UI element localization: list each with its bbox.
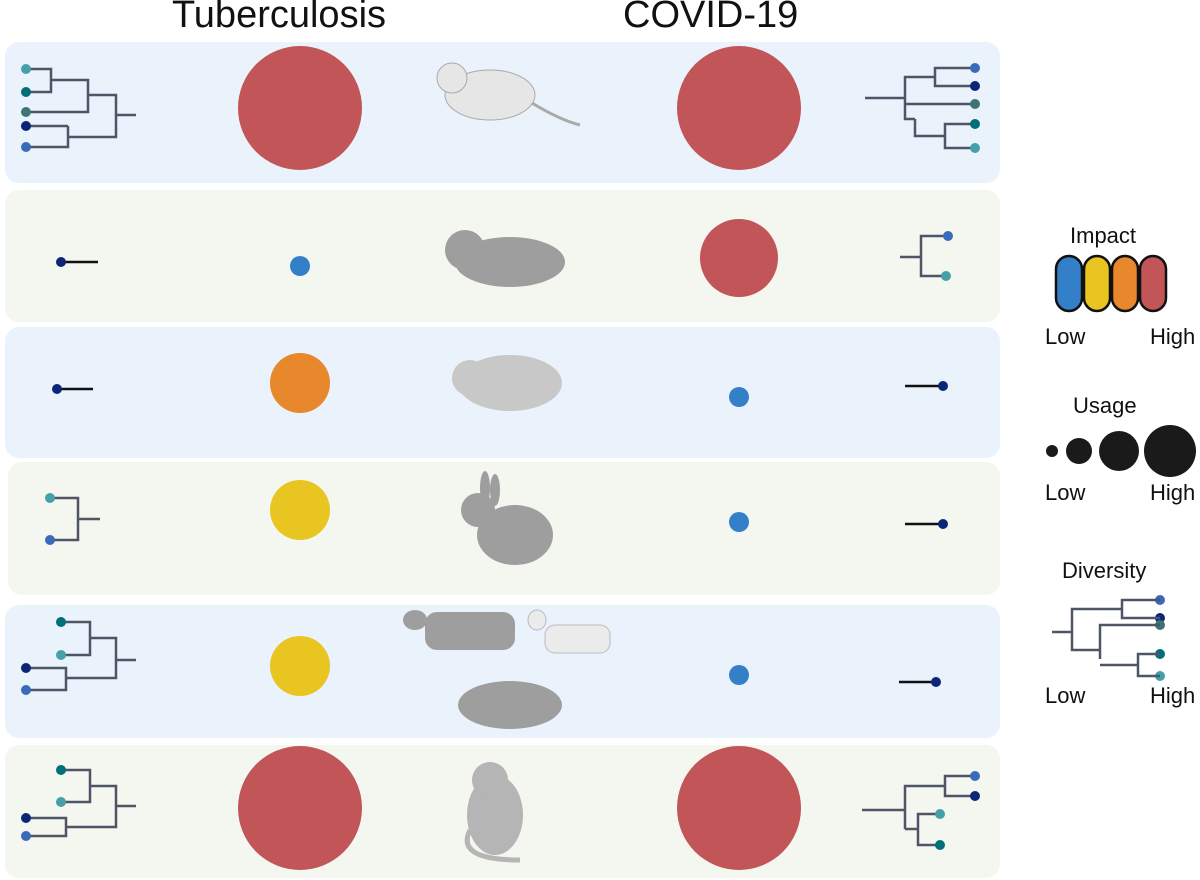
hamster-icon	[445, 230, 565, 287]
tree-leaf	[938, 519, 948, 529]
tree-leaf	[21, 685, 31, 695]
tree-leaf	[941, 271, 951, 281]
usage-legend-high: High	[1150, 480, 1196, 505]
tuberculosis-circle-5	[238, 746, 362, 870]
diversity-legend-high: High	[1150, 683, 1196, 708]
tree-leaf	[21, 813, 31, 823]
usage-size-1	[1046, 445, 1058, 457]
diversity-trees	[26, 66, 975, 847]
covid-circle-1	[700, 219, 778, 297]
tree-leaf	[21, 121, 31, 131]
tree-leaf	[45, 535, 55, 545]
usage-legend-title: Usage	[1073, 393, 1137, 418]
animal-illustrations	[403, 62, 611, 863]
diversity-legend-title: Diversity	[1062, 558, 1147, 583]
impact-mid-low-swatch	[1082, 254, 1112, 313]
covid-circle-0	[677, 46, 801, 170]
tree-leaf	[970, 143, 980, 153]
tree-leaf	[52, 384, 62, 394]
pig-icon	[458, 681, 562, 729]
usage-size-4	[1144, 425, 1196, 477]
tree-leaf	[970, 771, 980, 781]
tuberculosis-circle-2	[270, 353, 330, 413]
cow-icon	[403, 610, 515, 650]
tree-tb-mouse	[26, 67, 136, 149]
tree-tb-rabbit	[50, 496, 100, 542]
mouse-icon	[436, 62, 581, 127]
tree-leaf	[938, 381, 948, 391]
tree-leaf	[21, 87, 31, 97]
impact-mid-high-swatch	[1110, 254, 1140, 313]
tuberculosis-circle-3	[270, 480, 330, 540]
tree-leaf	[970, 791, 980, 801]
tree-tb-livestock	[26, 620, 136, 692]
tree-tb-monkey	[26, 768, 136, 838]
tree-leaf	[943, 231, 953, 241]
tuberculosis-circle-4	[270, 636, 330, 696]
goat-icon	[527, 609, 611, 654]
diversity-legend-tree	[1052, 598, 1160, 678]
tree-leaf	[56, 650, 66, 660]
usage-size-2	[1066, 438, 1092, 464]
tree-covid-monkey	[862, 774, 975, 847]
covid-circle-4	[729, 665, 749, 685]
tree-leaf	[56, 797, 66, 807]
tree-leaf	[970, 119, 980, 129]
usage-legend-low: Low	[1045, 480, 1086, 505]
tuberculosis-header: Tuberculosis	[172, 0, 387, 36]
impact-legend-high: High	[1150, 324, 1196, 349]
tree-leaf	[21, 107, 31, 117]
tree-leaf	[56, 257, 66, 267]
usage-size-3	[1099, 431, 1139, 471]
tree-covid-mouse	[865, 66, 975, 150]
tree-leaf	[21, 831, 31, 841]
monkey-icon	[464, 762, 523, 863]
tree-leaf	[970, 81, 980, 91]
covid-header: COVID-19	[623, 0, 799, 36]
tree-covid-hamster	[900, 234, 948, 278]
tuberculosis-circle-1	[290, 256, 310, 276]
usage-impact-circles	[238, 46, 801, 870]
covid-circle-2	[729, 387, 749, 407]
tree-leaves	[21, 63, 1165, 850]
rabbit-icon	[461, 471, 553, 565]
tree-leaf	[931, 677, 941, 687]
impact-high-swatch	[1138, 254, 1168, 313]
tree-leaf	[21, 142, 31, 152]
tree-leaf	[935, 809, 945, 819]
impact-legend-low: Low	[1045, 324, 1086, 349]
covid-circle-5	[677, 746, 801, 870]
tree-leaf	[56, 617, 66, 627]
tree-leaf	[21, 64, 31, 74]
tree-leaf	[935, 840, 945, 850]
tree-leaf	[970, 63, 980, 73]
tree-leaf	[56, 765, 66, 775]
impact-legend-title: Impact	[1070, 223, 1137, 248]
tree-leaf	[21, 663, 31, 673]
tuberculosis-circle-0	[238, 46, 362, 170]
tree-leaf	[45, 493, 55, 503]
covid-circle-3	[729, 512, 749, 532]
guinea-pig-icon	[452, 355, 562, 411]
legend-graphics	[1046, 254, 1196, 678]
impact-low-swatch	[1054, 254, 1084, 313]
tree-leaf	[970, 99, 980, 109]
diversity-legend-low: Low	[1045, 683, 1086, 708]
